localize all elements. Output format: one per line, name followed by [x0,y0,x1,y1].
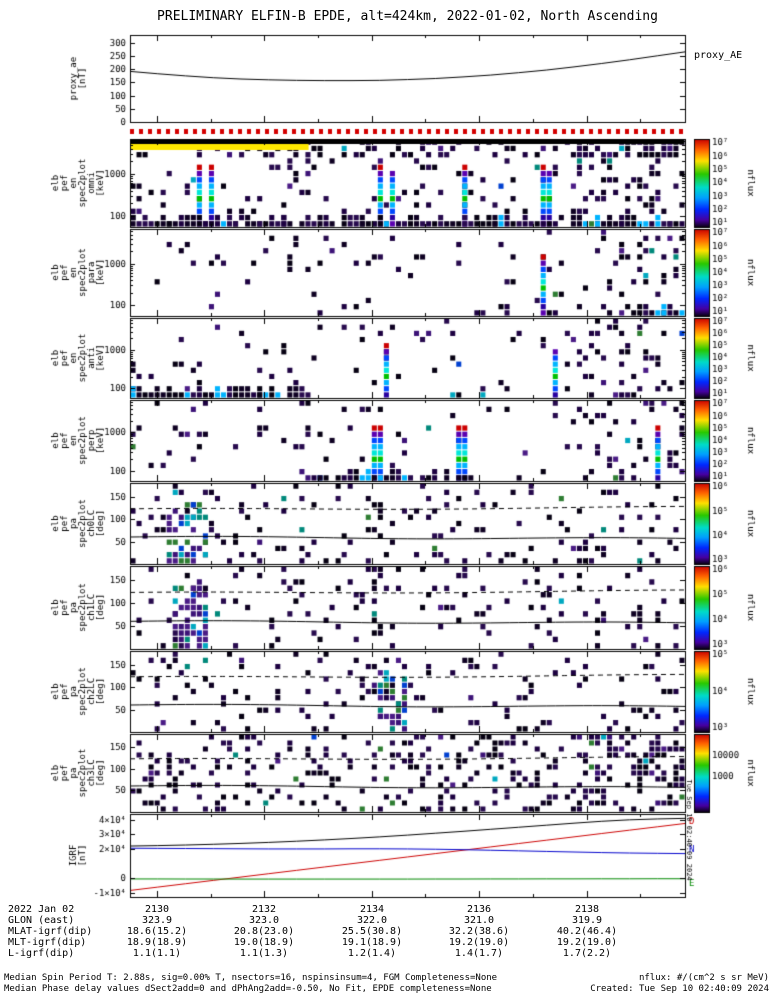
axis-value: 1.7(2.2) [562,948,612,959]
row-label: 2022 Jan 02 [8,904,75,915]
axis-value: 19.0(18.9) [233,937,295,948]
axis-value: 322.0 [356,915,388,926]
footer-units: nflux: #/(cm^2 s sr MeV) [638,973,769,983]
row-label: L-igrf(dip) [8,948,75,959]
axis-row-mlt: MLT-igrf(dip) 18.9(18.9) 19.0(18.9) 19.1… [0,937,775,948]
axis-row-glon: GLON (east) 323.9 323.0 322.0 321.0 319.… [0,915,775,926]
axis-value: 18.9(18.9) [126,937,188,948]
axis-value: 19.2(19.0) [556,937,618,948]
axis-value: 25.5(30.8) [341,926,403,937]
proxy-ae-right-label: proxy_AE [694,50,743,61]
axis-value: 20.8(23.0) [233,926,295,937]
axis-row-mlat: MLAT-igrf(dip) 18.6(15.2) 20.8(23.0) 25.… [0,926,775,937]
row-label: MLT-igrf(dip) [8,937,87,948]
time-tick-label: 2134 [359,904,385,915]
axis-row-l: L-igrf(dip) 1.1(1.1) 1.1(1.3) 1.2(1.4) 1… [0,948,775,959]
time-tick-label: 2130 [144,904,170,915]
footer-phase-delay: Median Phase delay values dSect2add=0 an… [4,984,492,994]
axis-value: 40.2(46.4) [556,926,618,937]
axis-value: 19.1(18.9) [341,937,403,948]
row-label: GLON (east) [8,915,75,926]
axis-value: 323.0 [248,915,280,926]
axis-value: 1.1(1.1) [132,948,182,959]
time-tick-label: 2138 [574,904,600,915]
axis-value: 32.2(38.6) [448,926,510,937]
time-tick-label: 2132 [251,904,277,915]
axis-value: 1.2(1.4) [347,948,397,959]
axis-value: 1.1(1.3) [239,948,289,959]
row-label: MLAT-igrf(dip) [8,926,93,937]
footer-spin-period: Median Spin Period T: 2.88s, sig=0.00% T… [4,973,498,983]
plot-title: PRELIMINARY ELFIN-B EPDE, alt=424km, 202… [157,9,658,24]
time-tick-label: 2136 [466,904,492,915]
axis-value: 1.4(1.7) [454,948,504,959]
axis-value: 319.9 [571,915,603,926]
axis-row-date: 2022 Jan 02 2130 2132 2134 2136 2138 [0,904,775,915]
footer-created: Created: Tue Sep 10 02:40:09 2024 [590,984,769,994]
axis-value: 323.9 [141,915,173,926]
axis-value: 18.6(15.2) [126,926,188,937]
axis-value: 19.2(19.0) [448,937,510,948]
axis-value: 321.0 [463,915,495,926]
